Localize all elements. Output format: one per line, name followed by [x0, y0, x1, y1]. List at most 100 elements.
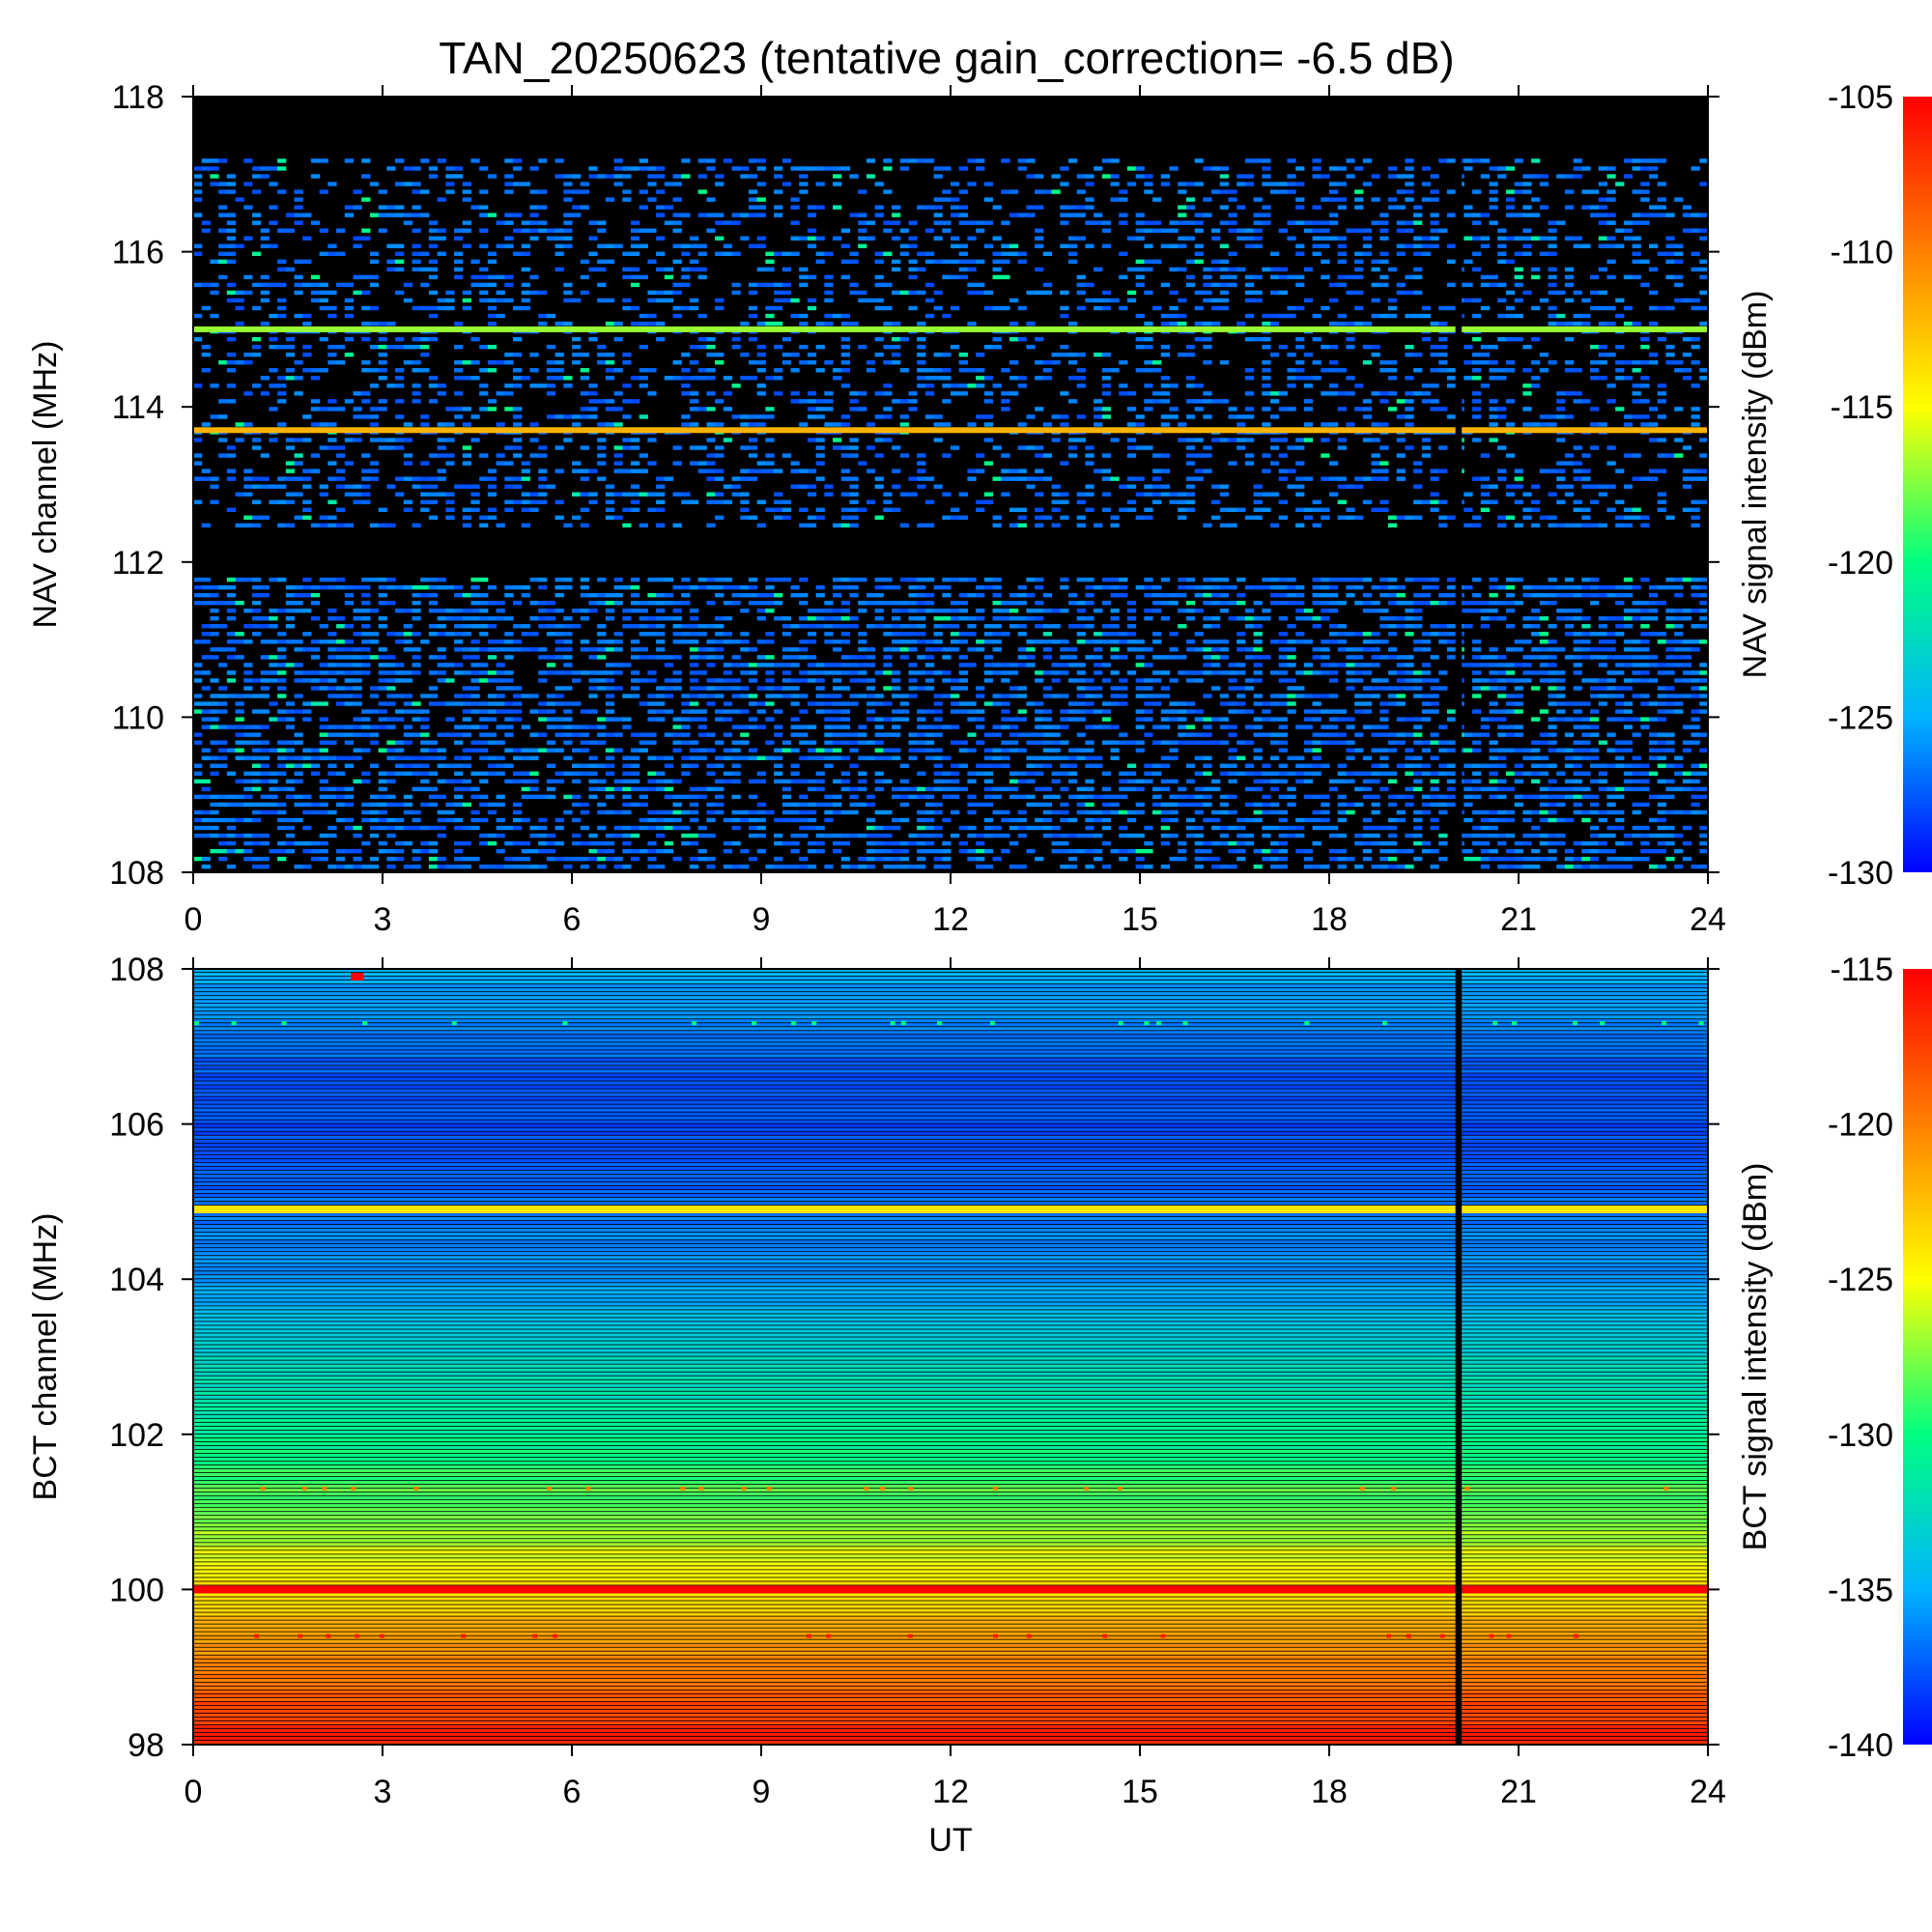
heatmap-cell: [1135, 678, 1145, 683]
heatmap-cell: [226, 445, 237, 450]
heatmap-cell: [951, 678, 960, 683]
heatmap-cell: [1362, 686, 1373, 691]
heatmap-cell: [731, 779, 741, 784]
heatmap-cell: [840, 717, 850, 722]
heatmap-cell: [302, 755, 312, 760]
heatmap-cell: [361, 592, 371, 598]
heatmap-cell: [723, 584, 733, 590]
heatmap-cell: [1262, 779, 1271, 784]
heatmap-cell: [924, 499, 935, 504]
heatmap-cell: [1035, 763, 1044, 768]
heatmap-cell: [1615, 584, 1625, 590]
heatmap-cell: [1244, 655, 1255, 660]
heatmap-cell: [1337, 577, 1347, 582]
heatmap-cell: [1379, 717, 1389, 722]
heatmap-cell: [496, 709, 505, 714]
heatmap-cell: [656, 833, 666, 838]
heatmap-cell: [1573, 740, 1582, 745]
heatmap-cell: [1514, 763, 1523, 768]
heatmap-cell: [1178, 701, 1187, 706]
heatmap-cell: [790, 748, 800, 753]
heatmap-cell: [201, 639, 211, 644]
heatmap-cell: [1581, 817, 1591, 823]
heatmap-cell: [951, 771, 960, 777]
heatmap-cell: [294, 647, 303, 652]
heatmap-cell: [1017, 632, 1027, 637]
heatmap-cell: [454, 817, 464, 823]
heatmap-cell: [319, 670, 328, 675]
heatmap-cell: [580, 763, 589, 768]
heatmap-cell: [1303, 817, 1314, 823]
heatmap-cell: [1009, 616, 1019, 621]
heatmap-cell: [1178, 794, 1187, 800]
heatmap-cell: [336, 469, 346, 473]
heatmap-cell: [630, 592, 640, 598]
heatmap-cell: [369, 864, 380, 869]
heatmap-cell: [833, 647, 842, 652]
heatmap-cell: [1379, 678, 1389, 683]
heatmap-cell: [858, 647, 867, 652]
heatmap-cell: [630, 686, 640, 691]
heatmap-cell: [1236, 740, 1246, 745]
heatmap-cell: [470, 499, 480, 504]
heatmap-cell: [874, 438, 884, 442]
heatmap-cell: [1169, 717, 1179, 722]
heatmap-cell: [967, 848, 977, 854]
heatmap-cell: [731, 678, 741, 683]
heatmap-cell: [1581, 624, 1591, 629]
heatmap-cell: [580, 523, 589, 528]
heatmap-cell: [774, 694, 783, 698]
heatmap-cell: [1203, 840, 1212, 846]
heatmap-cell: [815, 755, 825, 760]
heatmap-cell: [807, 469, 817, 473]
heatmap-cell: [1219, 840, 1229, 846]
heatmap-cell: [218, 453, 228, 458]
heatmap-cell: [1606, 717, 1616, 722]
heatmap-cell: [218, 848, 228, 854]
heatmap-cell: [924, 608, 935, 613]
heatmap-cell: [226, 794, 237, 800]
heatmap-cell: [1160, 453, 1170, 458]
heatmap-cell: [630, 763, 640, 768]
heatmap-cell: [1303, 794, 1314, 800]
heatmap-cell: [285, 717, 296, 722]
heatmap-cell: [924, 724, 935, 729]
heatmap-cell: [1430, 655, 1439, 660]
heatmap-cell: [765, 438, 775, 442]
heatmap-cell: [437, 632, 446, 637]
heatmap-cell: [605, 592, 615, 598]
heatmap-cell: [781, 694, 791, 698]
heatmap-cell: [1531, 624, 1541, 629]
heatmap-cell: [917, 523, 926, 528]
heatmap-cell: [681, 694, 691, 698]
heatmap-cell: [689, 647, 699, 652]
heatmap-cell: [588, 771, 598, 777]
heatmap-cell: [538, 748, 548, 753]
heatmap-cell: [437, 732, 446, 737]
heatmap-cell: [1244, 786, 1255, 792]
heatmap-cell: [681, 840, 691, 846]
heatmap-cell: [1396, 438, 1406, 442]
heatmap-cell: [1463, 817, 1473, 823]
heatmap-cell: [790, 779, 800, 784]
heatmap-cell: [647, 732, 657, 737]
heatmap-cell: [1312, 840, 1321, 846]
heatmap-cell: [781, 632, 791, 637]
heatmap-cell: [892, 678, 901, 683]
heatmap-cell: [967, 748, 977, 753]
heatmap-cell: [412, 771, 421, 777]
heatmap-cell: [294, 840, 303, 846]
heatmap-cell: [1640, 616, 1650, 621]
heatmap-cell: [193, 709, 203, 714]
heatmap-cell: [1001, 748, 1010, 753]
heatmap-cell: [1270, 694, 1280, 698]
heatmap-cell: [369, 469, 380, 473]
heatmap-cell: [504, 840, 514, 846]
heatmap-cell: [992, 639, 1002, 644]
heatmap-cell: [715, 639, 724, 644]
heatmap-cell: [513, 438, 523, 442]
heatmap-cell: [580, 709, 589, 714]
heatmap-cell: [1001, 848, 1010, 854]
heatmap-cell: [251, 732, 262, 737]
heatmap-cell: [285, 779, 296, 784]
